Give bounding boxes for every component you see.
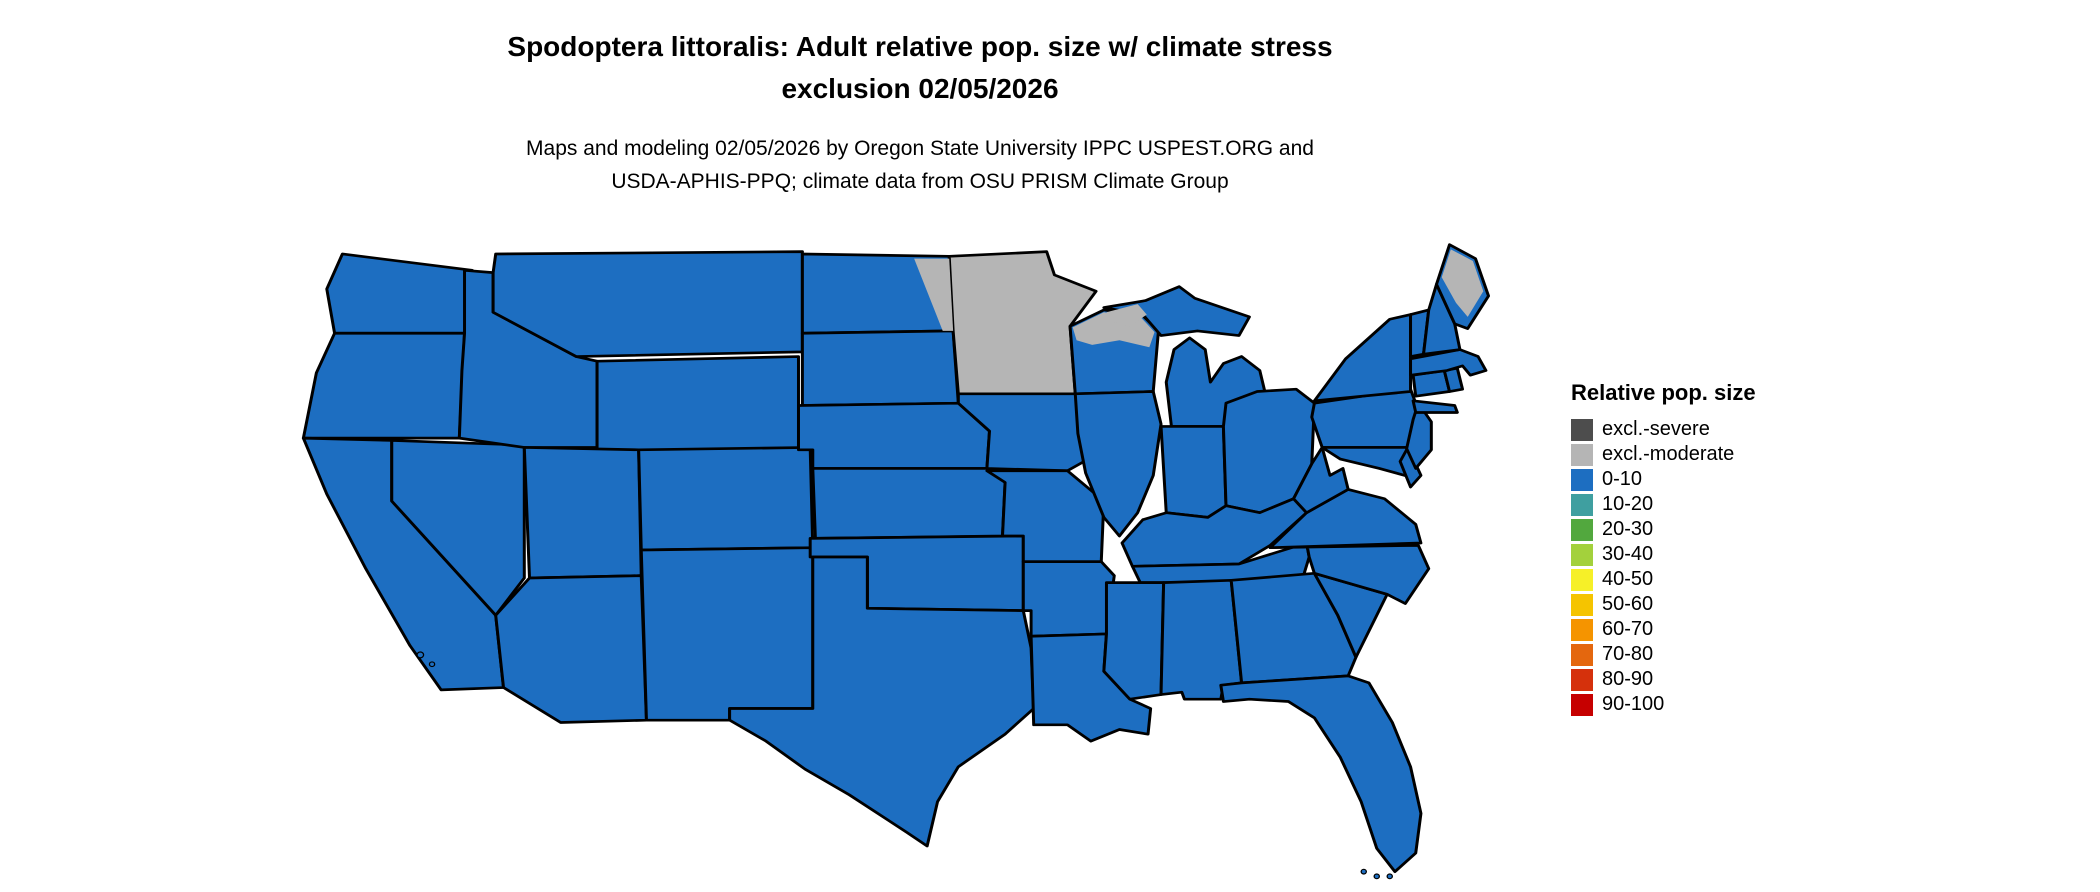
state-colorado [637,446,815,552]
legend-entries: excl.-severe excl.-moderate 0-10 10-20 20-30… [1571,417,1756,717]
legend-label: 40-50 [1602,568,1654,590]
legend-label: 30-40 [1602,543,1654,565]
state-michigan-upper [1102,285,1251,337]
state-illinois [1073,390,1163,538]
map-title-line2: exclusion 02/05/2026 [781,73,1059,104]
state-massachusetts [1409,348,1488,377]
state-washington [325,252,474,335]
state-maryland [1320,446,1415,480]
state-west-virginia [1292,446,1350,515]
legend-swatch [1571,418,1593,441]
legend-row: 30-40 [1571,542,1756,567]
legend-label: 0-10 [1602,468,1643,490]
legend-row: 20-30 [1571,517,1756,542]
legend-label: excl.-severe [1602,418,1710,440]
legend-swatch [1571,518,1593,541]
legend-row: 10-20 [1571,492,1756,517]
legend-swatch [1571,468,1593,491]
excluded-region-michigan-up-west [1106,304,1147,327]
island-channel-1 [416,651,425,659]
legend-label: 20-30 [1602,518,1654,540]
island-key-1 [1360,868,1368,875]
legend-label: 80-90 [1602,668,1654,690]
state-new-york [1312,313,1413,403]
us-map [280,233,1495,888]
island-key-2 [1373,873,1380,880]
legend-swatch [1571,493,1593,516]
state-texas [728,555,1036,848]
legend: Relative pop. size excl.-severe excl.-mod… [1571,380,1756,717]
legend-title: Relative pop. size [1571,380,1756,405]
legend-label: 50-60 [1602,593,1654,615]
state-new-mexico [639,546,815,722]
legend-label: 60-70 [1602,618,1654,640]
state-arizona [494,574,648,724]
state-kansas [811,467,1007,540]
state-montana [491,250,804,358]
us-map-svg [301,243,1490,880]
state-alabama [1159,578,1244,701]
state-wyoming [595,355,800,454]
state-new-jersey [1405,401,1433,470]
states-group [301,243,1490,874]
legend-label: 10-20 [1602,493,1654,515]
map-title: Spodoptera littoralis: Adult relative po… [0,26,1840,110]
map-subtitle-line1: Maps and modeling 02/05/2026 by Oregon S… [526,137,1314,160]
legend-row: 50-60 [1571,592,1756,617]
state-nebraska [796,401,992,470]
legend-label: excl.-moderate [1602,443,1735,465]
legend-row: 60-70 [1571,617,1756,642]
map-subtitle-line2: USDA-APHIS-PPQ; climate data from OSU PR… [611,170,1229,193]
island-channel-2 [428,661,436,668]
map-subtitle: Maps and modeling 02/05/2026 by Oregon S… [0,132,1840,198]
legend-row: excl.-severe [1571,417,1756,442]
state-florida [1219,674,1423,874]
state-mississippi [1102,581,1166,701]
legend-row: 70-80 [1571,642,1756,667]
excluded-region-north-dakota-east [914,258,954,331]
legend-row: 80-90 [1571,667,1756,692]
excluded-overlay-group [914,249,1484,348]
legend-row: 90-100 [1571,692,1756,717]
legend-swatch [1571,568,1593,591]
legend-swatch [1571,668,1593,691]
excluded-region-maine-north [1441,249,1484,317]
legend-swatch [1571,618,1593,641]
state-oregon [301,331,467,440]
legend-label: 90-100 [1602,693,1665,715]
state-south-dakota [800,329,960,407]
state-arkansas [1021,560,1116,638]
state-indiana [1159,425,1228,519]
legend-row: excl.-moderate [1571,442,1756,467]
state-new-york-long-island [1411,399,1459,414]
legend-label: 70-80 [1602,643,1654,665]
islands-group [416,651,1393,880]
legend-swatch [1571,543,1593,566]
legend-swatch [1571,693,1593,716]
state-new-hampshire [1422,282,1462,356]
legend-row: 0-10 [1571,467,1756,492]
legend-row: 40-50 [1571,567,1756,592]
legend-swatch [1571,643,1593,666]
legend-swatch [1571,593,1593,616]
map-title-line1: Spodoptera littoralis: Adult relative po… [507,31,1333,62]
legend-swatch [1571,443,1593,466]
header: Spodoptera littoralis: Adult relative po… [0,26,1840,198]
state-utah [522,446,643,580]
island-key-3 [1386,873,1393,880]
